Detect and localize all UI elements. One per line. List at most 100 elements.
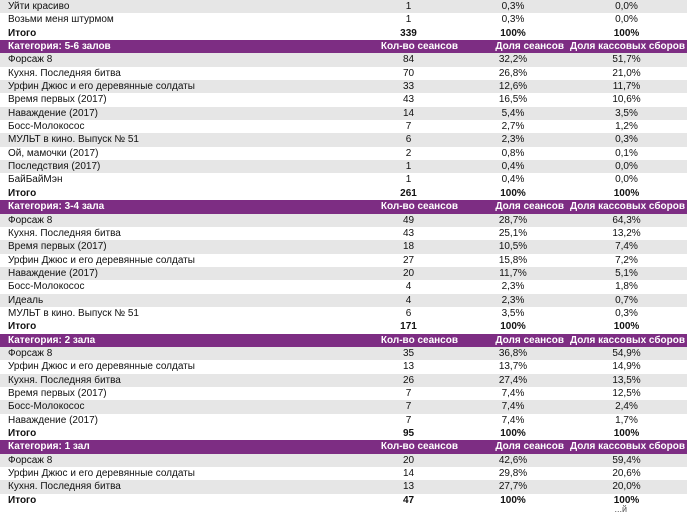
sessions-share-cell: 29,8%: [498, 468, 528, 480]
category-title: Категория: 5-6 залов: [8, 41, 111, 53]
column-header-sessions: Кол-во сеансов: [380, 441, 458, 453]
table-row: Кухня. Последняя битва 13 27,7% 20,0%: [0, 480, 687, 494]
table-row: Босс-Молокосос 4 2,3% 1,8%: [0, 280, 687, 294]
category-header-row: Категория: 1 зал Кол-во сеансов Доля сеанс…: [0, 440, 687, 454]
table-row: Урфин Джюс и его деревянные солдаты 27 15,…: [0, 253, 687, 267]
total-box-office-share-cell: 100%: [613, 494, 640, 506]
film-title-cell: Кухня. Последняя битва: [8, 481, 121, 493]
table-row: МУЛЬТ в кино. Выпуск № 51 6 2,3% 0,3%: [0, 133, 687, 147]
film-title-cell: МУЛЬТ в кино. Выпуск № 51: [8, 134, 139, 146]
film-title-cell: Последствия (2017): [8, 161, 101, 173]
total-sessions-share-cell: 100%: [500, 187, 526, 199]
sessions-count-cell: 1: [405, 14, 412, 26]
sessions-count-cell: 14: [402, 107, 415, 119]
film-title-cell: Урфин Джюс и его деревянные солдаты: [8, 81, 195, 93]
film-title-cell: Босс-Молокосос: [8, 401, 85, 413]
sessions-share-cell: 42,6%: [498, 454, 528, 466]
sessions-share-cell: 7,4%: [501, 387, 525, 399]
sessions-share-cell: 2,7%: [501, 121, 525, 133]
box-office-share-cell: 3,5%: [615, 107, 638, 119]
sessions-count-cell: 1: [405, 174, 412, 186]
column-header-sessions-share: Доля сеансов: [495, 41, 564, 53]
sessions-share-cell: 7,4%: [501, 401, 525, 413]
table-row: Уйти красиво 1 0,3% 0,0%: [0, 0, 687, 14]
column-header-sessions-share: Доля сеансов: [495, 334, 564, 346]
film-title-cell: Время первых (2017): [8, 94, 107, 106]
table-row: Время первых (2017) 43 16,5% 10,6%: [0, 93, 687, 107]
total-label: Итого: [8, 187, 37, 199]
total-label: Итого: [8, 428, 37, 439]
sessions-count-cell: 1: [405, 1, 412, 12]
film-title-cell: Урфин Джюс и его деревянные солдаты: [8, 254, 195, 266]
sessions-share-cell: 7,4%: [501, 414, 525, 426]
table-row: Форсаж 8 35 36,8% 54,9%: [0, 346, 687, 361]
film-title-cell: Наваждение (2017): [8, 107, 98, 119]
sessions-count-cell: 20: [402, 454, 415, 466]
sessions-count-cell: 18: [402, 241, 415, 253]
table-row: БайБайМэн 1 0,4% 0,0%: [0, 173, 687, 187]
film-title-cell: Форсаж 8: [8, 454, 53, 466]
box-office-share-cell: 0,1%: [615, 147, 638, 159]
sessions-share-cell: 36,8%: [498, 347, 528, 359]
film-title-cell: Время первых (2017): [8, 387, 107, 399]
box-office-share-cell: 0,0%: [615, 174, 638, 186]
sessions-count-cell: 7: [405, 414, 412, 426]
column-header-sessions-share: Доля сеансов: [495, 201, 564, 213]
sessions-count-cell: 49: [402, 214, 415, 226]
table-row: Идеаль 4 2,3% 0,7%: [0, 293, 687, 307]
box-office-share-cell: 59,4%: [612, 454, 641, 466]
category-header-row: Категория: 5-6 залов Кол-во сеансов Доля с…: [0, 40, 687, 54]
sessions-count-cell: 70: [402, 67, 415, 79]
sessions-count-cell: 43: [402, 94, 415, 106]
sessions-share-cell: 2,3%: [501, 281, 525, 293]
film-title-cell: Кухня. Последняя битва: [8, 374, 121, 386]
film-title-cell: Кухня. Последняя битва: [8, 227, 121, 239]
box-office-share-cell: 0,0%: [615, 1, 638, 12]
trailing-text-fragment: ...й: [614, 504, 627, 514]
table-row: Наваждение (2017) 20 11,7% 5,1%: [0, 266, 687, 281]
table-row: Урфин Джюс и его деревянные солдаты 14 29,…: [0, 467, 687, 481]
box-office-share-cell: 51,7%: [612, 54, 641, 66]
table-row: Время первых (2017) 18 10,5% 7,4%: [0, 240, 687, 254]
sessions-count-cell: 2: [405, 147, 412, 159]
table-row: Форсаж 8 49 28,7% 64,3%: [0, 213, 687, 227]
sessions-count-cell: 13: [402, 481, 415, 493]
film-title-cell: Форсаж 8: [8, 214, 53, 226]
sessions-share-cell: 32,2%: [498, 54, 528, 66]
total-row: Итого 339 100% 100%: [0, 26, 687, 41]
sessions-count-cell: 33: [402, 81, 415, 93]
sessions-share-cell: 11,7%: [499, 267, 527, 279]
sessions-count-cell: 7: [405, 387, 412, 399]
total-sessions-share-cell: 100%: [500, 321, 526, 333]
box-office-share-cell: 7,2%: [615, 254, 638, 266]
box-office-share-cell: 0,3%: [615, 307, 638, 319]
sessions-share-cell: 16,5%: [498, 94, 528, 106]
box-office-share-cell: 64,3%: [612, 214, 641, 226]
box-office-share-cell: 2,4%: [615, 401, 638, 413]
sessions-share-cell: 0,4%: [501, 174, 525, 186]
sessions-count-cell: 84: [402, 54, 415, 66]
category-header-row: Категория: 2 зала Кол-во сеансов Доля сеан…: [0, 333, 687, 347]
column-header-box-office-share: Доля кассовых сборов: [570, 334, 685, 346]
box-office-share-cell: 0,0%: [615, 14, 638, 26]
column-header-sessions-share: Доля сеансов: [495, 441, 564, 453]
box-office-share-cell: 54,9%: [612, 347, 641, 359]
film-title-cell: Урфин Джюс и его деревянные солдаты: [8, 361, 195, 373]
sessions-share-cell: 0,3%: [501, 1, 525, 12]
category-title: Категория: 3-4 зала: [8, 201, 105, 213]
total-row: Итого 95 100% 100%: [0, 427, 687, 441]
film-title-cell: Босс-Молокосос: [8, 121, 85, 133]
sessions-share-cell: 0,8%: [501, 147, 525, 159]
box-office-share-cell: 10,6%: [612, 94, 641, 106]
table-row: Наваждение (2017) 14 5,4% 3,5%: [0, 106, 687, 121]
column-header-box-office-share: Доля кассовых сборов: [570, 441, 685, 453]
table-row: Урфин Джюс и его деревянные солдаты 33 12,…: [0, 80, 687, 94]
box-office-share-cell: 1,2%: [615, 121, 638, 133]
box-office-share-cell: 12,5%: [612, 387, 641, 399]
box-office-share-cell: 0,3%: [615, 134, 638, 146]
sessions-share-cell: 0,3%: [501, 14, 525, 26]
table-row: МУЛЬТ в кино. Выпуск № 51 6 3,5% 0,3%: [0, 306, 687, 321]
table-row: Кухня. Последняя битва 43 25,1% 13,2%: [0, 226, 687, 241]
total-sessions-share-cell: 100%: [500, 494, 526, 506]
sessions-share-cell: 15,8%: [498, 254, 528, 266]
